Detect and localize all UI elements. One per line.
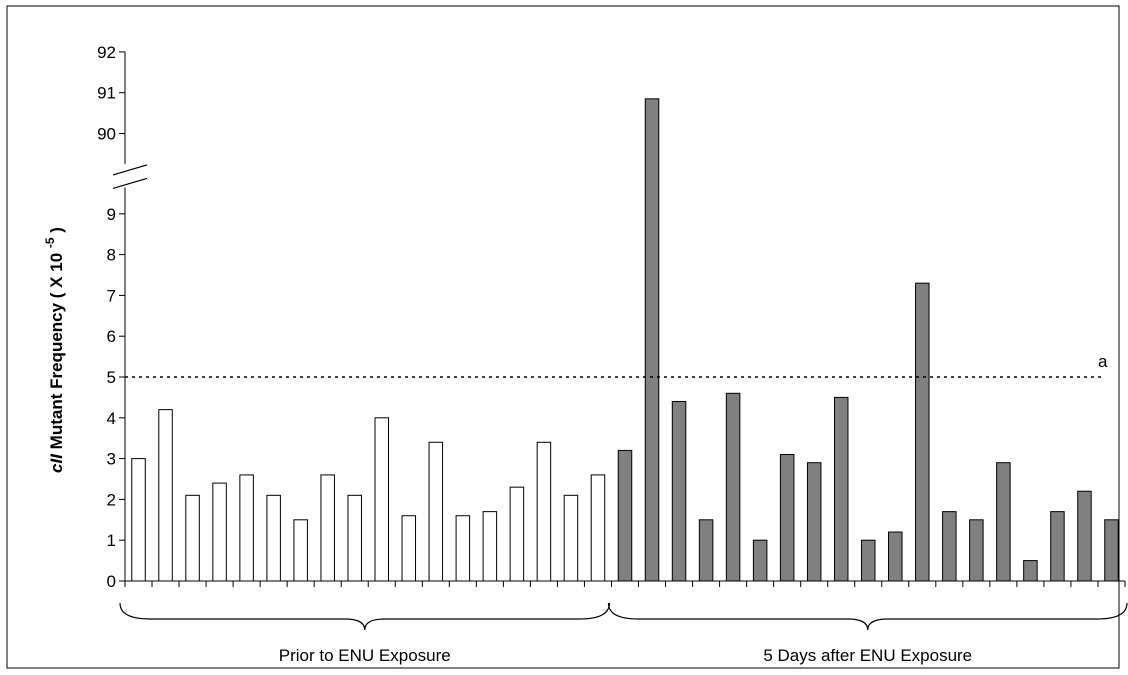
y-tick-label: 91 [97,84,116,103]
y-axis-label: cII Mutant Frequency ( X 10 -5 ) [43,227,66,473]
y-axis-label-main: Mutant Frequency ( X 10 [47,248,66,454]
bar [698,519,714,582]
bar [1077,490,1092,582]
y-axis-label-exponent: -5 [43,237,57,248]
bars [131,98,1119,582]
group-brace [119,602,611,631]
bar [374,417,390,582]
bar [428,441,444,582]
bar [212,482,227,582]
bar [185,494,200,582]
axis-break-mark-upper [112,164,148,176]
threshold-label: a [1098,352,1108,371]
y-axis-label-closing: ) [47,227,66,237]
bar [752,539,768,582]
bar [347,494,362,582]
y-tick-label: 92 [97,43,116,62]
bar [239,474,254,582]
y-tick-label: 9 [107,205,116,224]
y-tick-label: 8 [107,246,116,265]
bar [320,474,335,582]
y-tick-label: 3 [107,450,116,469]
bar [536,441,552,582]
y-tick-label: 90 [97,125,116,144]
bar [158,409,173,582]
y-tick-label: 0 [107,572,116,591]
bar [293,519,308,582]
bar [1023,560,1038,582]
bar [617,449,633,582]
bar [969,519,984,582]
bar [915,282,930,582]
group-label: Prior to ENU Exposure [279,646,451,665]
bar [725,392,741,582]
group-brace [607,602,1128,631]
y-tick-label: 4 [107,409,116,428]
bar [860,539,876,582]
y-tick-label: 1 [107,531,116,550]
bar [455,515,471,582]
bar [131,458,146,582]
y-tick-label: 6 [107,327,116,346]
bar [779,454,795,582]
bar [1050,511,1065,582]
bar [806,462,822,582]
axis-break-mark-lower [112,177,148,189]
bar [401,515,417,582]
bar [1104,519,1119,582]
bar [509,486,525,582]
bar [996,462,1011,582]
group-label: 5 Days after ENU Exposure [763,646,972,665]
y-tick-label: 7 [107,286,116,305]
bar [563,494,579,582]
bar [482,511,498,582]
bar [644,98,660,582]
bar [888,531,903,582]
y-axis-label-italic: cII [47,453,66,473]
bar [590,474,606,582]
bar [266,494,281,582]
bar [833,396,849,582]
y-tick-label: 5 [107,368,116,387]
bar [942,511,957,582]
bar [671,400,687,582]
y-tick-label: 2 [107,490,116,509]
group-braces: Prior to ENU Exposure 5 Days after ENU Ex… [119,602,1128,665]
threshold-line-group: a [125,352,1108,378]
